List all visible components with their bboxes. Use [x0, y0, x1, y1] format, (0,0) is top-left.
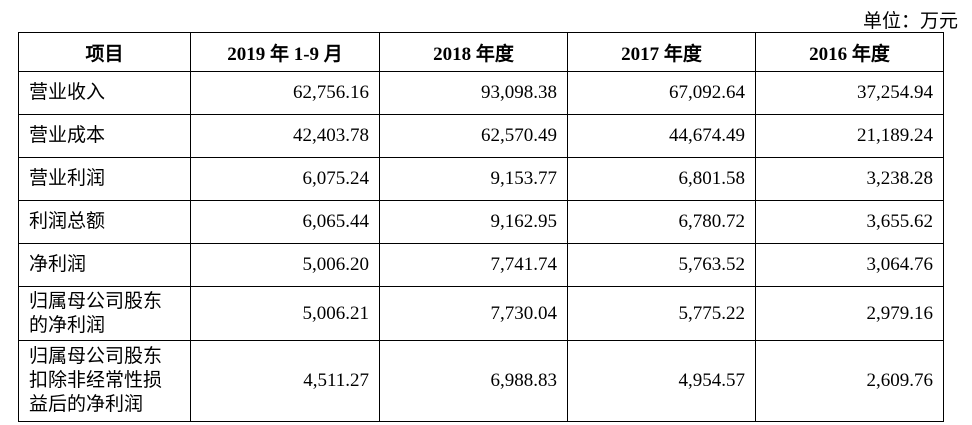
table-header-row: 项目 2019 年 1-9 月 2018 年度 2017 年度 2016 年度 [18, 32, 944, 72]
header-2019: 2019 年 1-9 月 [190, 32, 380, 72]
cell-value: 7,730.04 [379, 286, 568, 341]
table-row: 营业收入 62,756.16 93,098.38 67,092.64 37,25… [18, 71, 944, 115]
cell-value: 5,006.20 [190, 243, 380, 287]
cell-value: 67,092.64 [567, 71, 756, 115]
row-label: 归属母公司股东的净利润 [18, 286, 191, 341]
cell-value: 3,064.76 [755, 243, 944, 287]
cell-value: 37,254.94 [755, 71, 944, 115]
header-2016: 2016 年度 [755, 32, 944, 72]
table-row: 归属母公司股东的净利润 5,006.21 7,730.04 5,775.22 2… [18, 286, 944, 341]
row-label: 归属母公司股东扣除非经常性损益后的净利润 [18, 340, 191, 422]
cell-value: 4,954.57 [567, 340, 756, 422]
table-row: 利润总额 6,065.44 9,162.95 6,780.72 3,655.62 [18, 200, 944, 244]
header-2018: 2018 年度 [379, 32, 568, 72]
table-row: 营业利润 6,075.24 9,153.77 6,801.58 3,238.28 [18, 157, 944, 201]
cell-value: 7,741.74 [379, 243, 568, 287]
cell-value: 6,988.83 [379, 340, 568, 422]
cell-value: 62,756.16 [190, 71, 380, 115]
cell-value: 93,098.38 [379, 71, 568, 115]
cell-value: 21,189.24 [755, 114, 944, 158]
row-label: 营业利润 [18, 157, 191, 201]
row-label: 营业成本 [18, 114, 191, 158]
cell-value: 42,403.78 [190, 114, 380, 158]
cell-value: 6,801.58 [567, 157, 756, 201]
cell-value: 5,006.21 [190, 286, 380, 341]
cell-value: 2,609.76 [755, 340, 944, 422]
cell-value: 62,570.49 [379, 114, 568, 158]
row-label: 营业收入 [18, 71, 191, 115]
header-2017: 2017 年度 [567, 32, 756, 72]
row-label: 利润总额 [18, 200, 191, 244]
cell-value: 6,075.24 [190, 157, 380, 201]
cell-value: 6,065.44 [190, 200, 380, 244]
header-item: 项目 [18, 32, 191, 72]
cell-value: 3,238.28 [755, 157, 944, 201]
cell-value: 6,780.72 [567, 200, 756, 244]
cell-value: 3,655.62 [755, 200, 944, 244]
financial-table: 项目 2019 年 1-9 月 2018 年度 2017 年度 2016 年度 … [18, 32, 944, 422]
cell-value: 4,511.27 [190, 340, 380, 422]
table-row: 归属母公司股东扣除非经常性损益后的净利润 4,511.27 6,988.83 4… [18, 340, 944, 422]
table-row: 营业成本 42,403.78 62,570.49 44,674.49 21,18… [18, 114, 944, 158]
cell-value: 44,674.49 [567, 114, 756, 158]
unit-label: 单位：万元 [862, 11, 958, 32]
row-label: 净利润 [18, 243, 191, 287]
cell-value: 5,775.22 [567, 286, 756, 341]
cell-value: 5,763.52 [567, 243, 756, 287]
table-row: 净利润 5,006.20 7,741.74 5,763.52 3,064.76 [18, 243, 944, 287]
cell-value: 2,979.16 [755, 286, 944, 341]
cell-value: 9,153.77 [379, 157, 568, 201]
cell-value: 9,162.95 [379, 200, 568, 244]
